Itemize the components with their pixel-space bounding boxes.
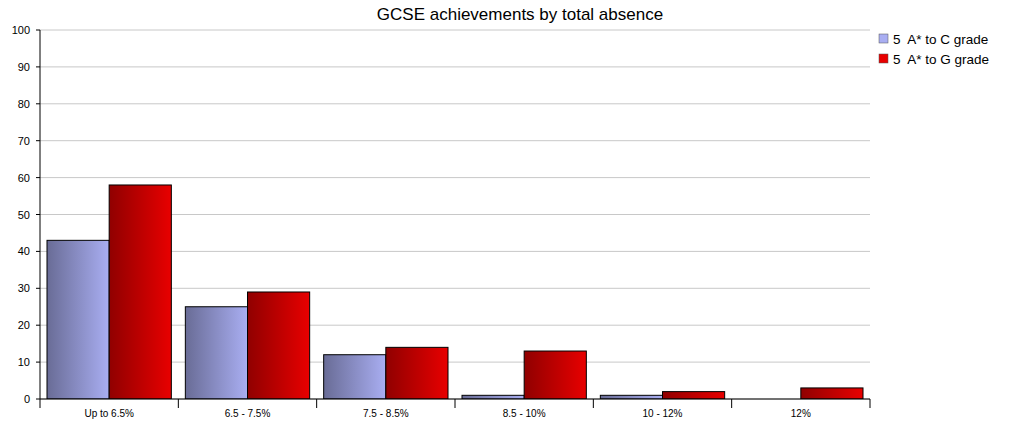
- bar: [663, 392, 725, 399]
- x-tick-label: 6.5 - 7.5%: [225, 408, 271, 419]
- x-tick-label: 8.5 - 10%: [503, 408, 546, 419]
- y-tick: [36, 362, 40, 363]
- legend-label: 5 A* to G grade: [893, 52, 989, 67]
- chart: GCSE achievements by total absence 0 10 20 3…: [0, 0, 1017, 429]
- x-tick-label: 7.5 - 8.5%: [363, 408, 409, 419]
- title: GCSE achievements by total absence: [377, 5, 663, 24]
- grid-line: [40, 103, 870, 104]
- y-tick: [36, 288, 40, 289]
- bar: [462, 395, 524, 399]
- y-tick-label: 90: [18, 61, 30, 73]
- y-tick-label: 30: [18, 282, 30, 294]
- y-tick: [36, 214, 40, 215]
- x-tick: [455, 399, 456, 408]
- grid-line: [40, 177, 870, 178]
- bar: [185, 307, 247, 399]
- bars: [47, 185, 863, 399]
- bar: [386, 347, 448, 399]
- bar: [801, 388, 863, 399]
- y-tick: [36, 177, 40, 178]
- y-tick-label: 0: [24, 393, 30, 405]
- y-tick: [36, 66, 40, 67]
- legend-label: 5 A* to C grade: [893, 32, 988, 47]
- y-tick-label: 40: [18, 245, 30, 257]
- y-tick: [36, 399, 40, 400]
- x-tick: [870, 399, 871, 408]
- y-tick-label: 20: [18, 319, 30, 331]
- x-tick: [593, 399, 594, 408]
- grid-line: [40, 140, 870, 141]
- bar: [600, 395, 662, 399]
- x-tick-label: 12%: [791, 408, 811, 419]
- legend-swatch: [879, 34, 888, 43]
- grid-line: [40, 30, 870, 31]
- y-tick-label: 60: [18, 172, 30, 184]
- bar: [248, 292, 310, 399]
- y-tick-label: 10: [18, 356, 30, 368]
- x-tick: [316, 399, 317, 408]
- y-tick-label: 50: [18, 209, 30, 221]
- y-axis: [40, 30, 41, 399]
- y-tick: [36, 30, 40, 31]
- grid-line: [40, 66, 870, 67]
- x-tick-label: Up to 6.5%: [84, 408, 134, 419]
- x-tick-label: 10 - 12%: [642, 408, 682, 419]
- y-tick: [36, 325, 40, 326]
- y-tick: [36, 103, 40, 104]
- bar: [324, 355, 386, 399]
- y-tick-label: 70: [18, 135, 30, 147]
- y-tick-label: 80: [18, 98, 30, 110]
- y-tick: [36, 251, 40, 252]
- legend-swatch: [879, 54, 888, 63]
- x-tick: [178, 399, 179, 408]
- x-tick: [40, 399, 41, 408]
- y-tick-label: 100: [12, 24, 30, 36]
- x-tick: [731, 399, 732, 408]
- legend: 5 A* to C grade 5 A* to G grade: [879, 32, 989, 67]
- bar: [109, 185, 171, 399]
- bar: [524, 351, 586, 399]
- y-tick: [36, 140, 40, 141]
- bar: [47, 240, 109, 399]
